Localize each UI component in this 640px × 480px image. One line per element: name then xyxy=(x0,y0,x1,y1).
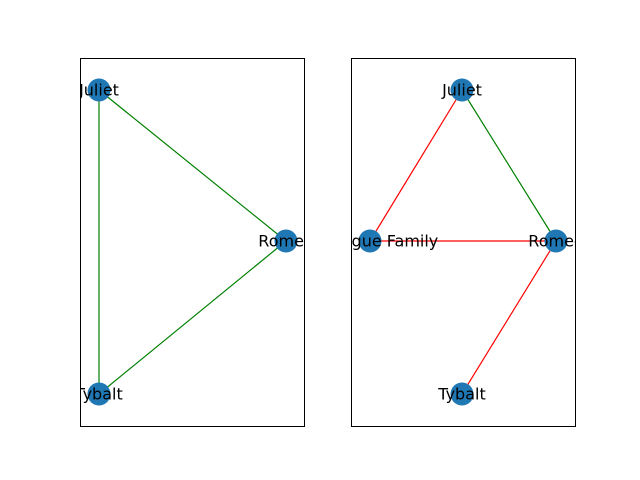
node-romeo xyxy=(544,229,568,253)
panel-frame xyxy=(351,58,576,427)
node-label-juliet: Juliet xyxy=(441,81,482,100)
node-romeo xyxy=(274,229,298,253)
node-juliet xyxy=(87,78,111,102)
node-label-juliet: Juliet xyxy=(78,81,119,100)
edge-romeo-tybalt xyxy=(461,240,557,395)
node-label-tybalt: Tybalt xyxy=(74,385,122,404)
graph-panel-left: Juliet Romeo Tybalt xyxy=(74,58,313,427)
edge-juliet-romeo xyxy=(461,89,557,242)
node-tybalt xyxy=(450,382,474,406)
node-montague xyxy=(358,229,382,253)
node-label-romeo: Romeo xyxy=(258,232,313,251)
edge-juliet-montague xyxy=(369,89,463,242)
edge-juliet-romeo xyxy=(98,89,287,242)
node-label-tybalt: Tybalt xyxy=(437,385,485,404)
edge-tybalt-romeo xyxy=(98,240,287,395)
node-label-romeo: Romeo xyxy=(528,232,583,251)
node-tybalt xyxy=(87,382,111,406)
node-juliet xyxy=(450,78,474,102)
node-label-montague: Montague Family xyxy=(302,232,439,251)
graph-panel-right: Juliet Montague Family Romeo Tybalt xyxy=(302,58,583,427)
panel-frame xyxy=(80,58,305,427)
